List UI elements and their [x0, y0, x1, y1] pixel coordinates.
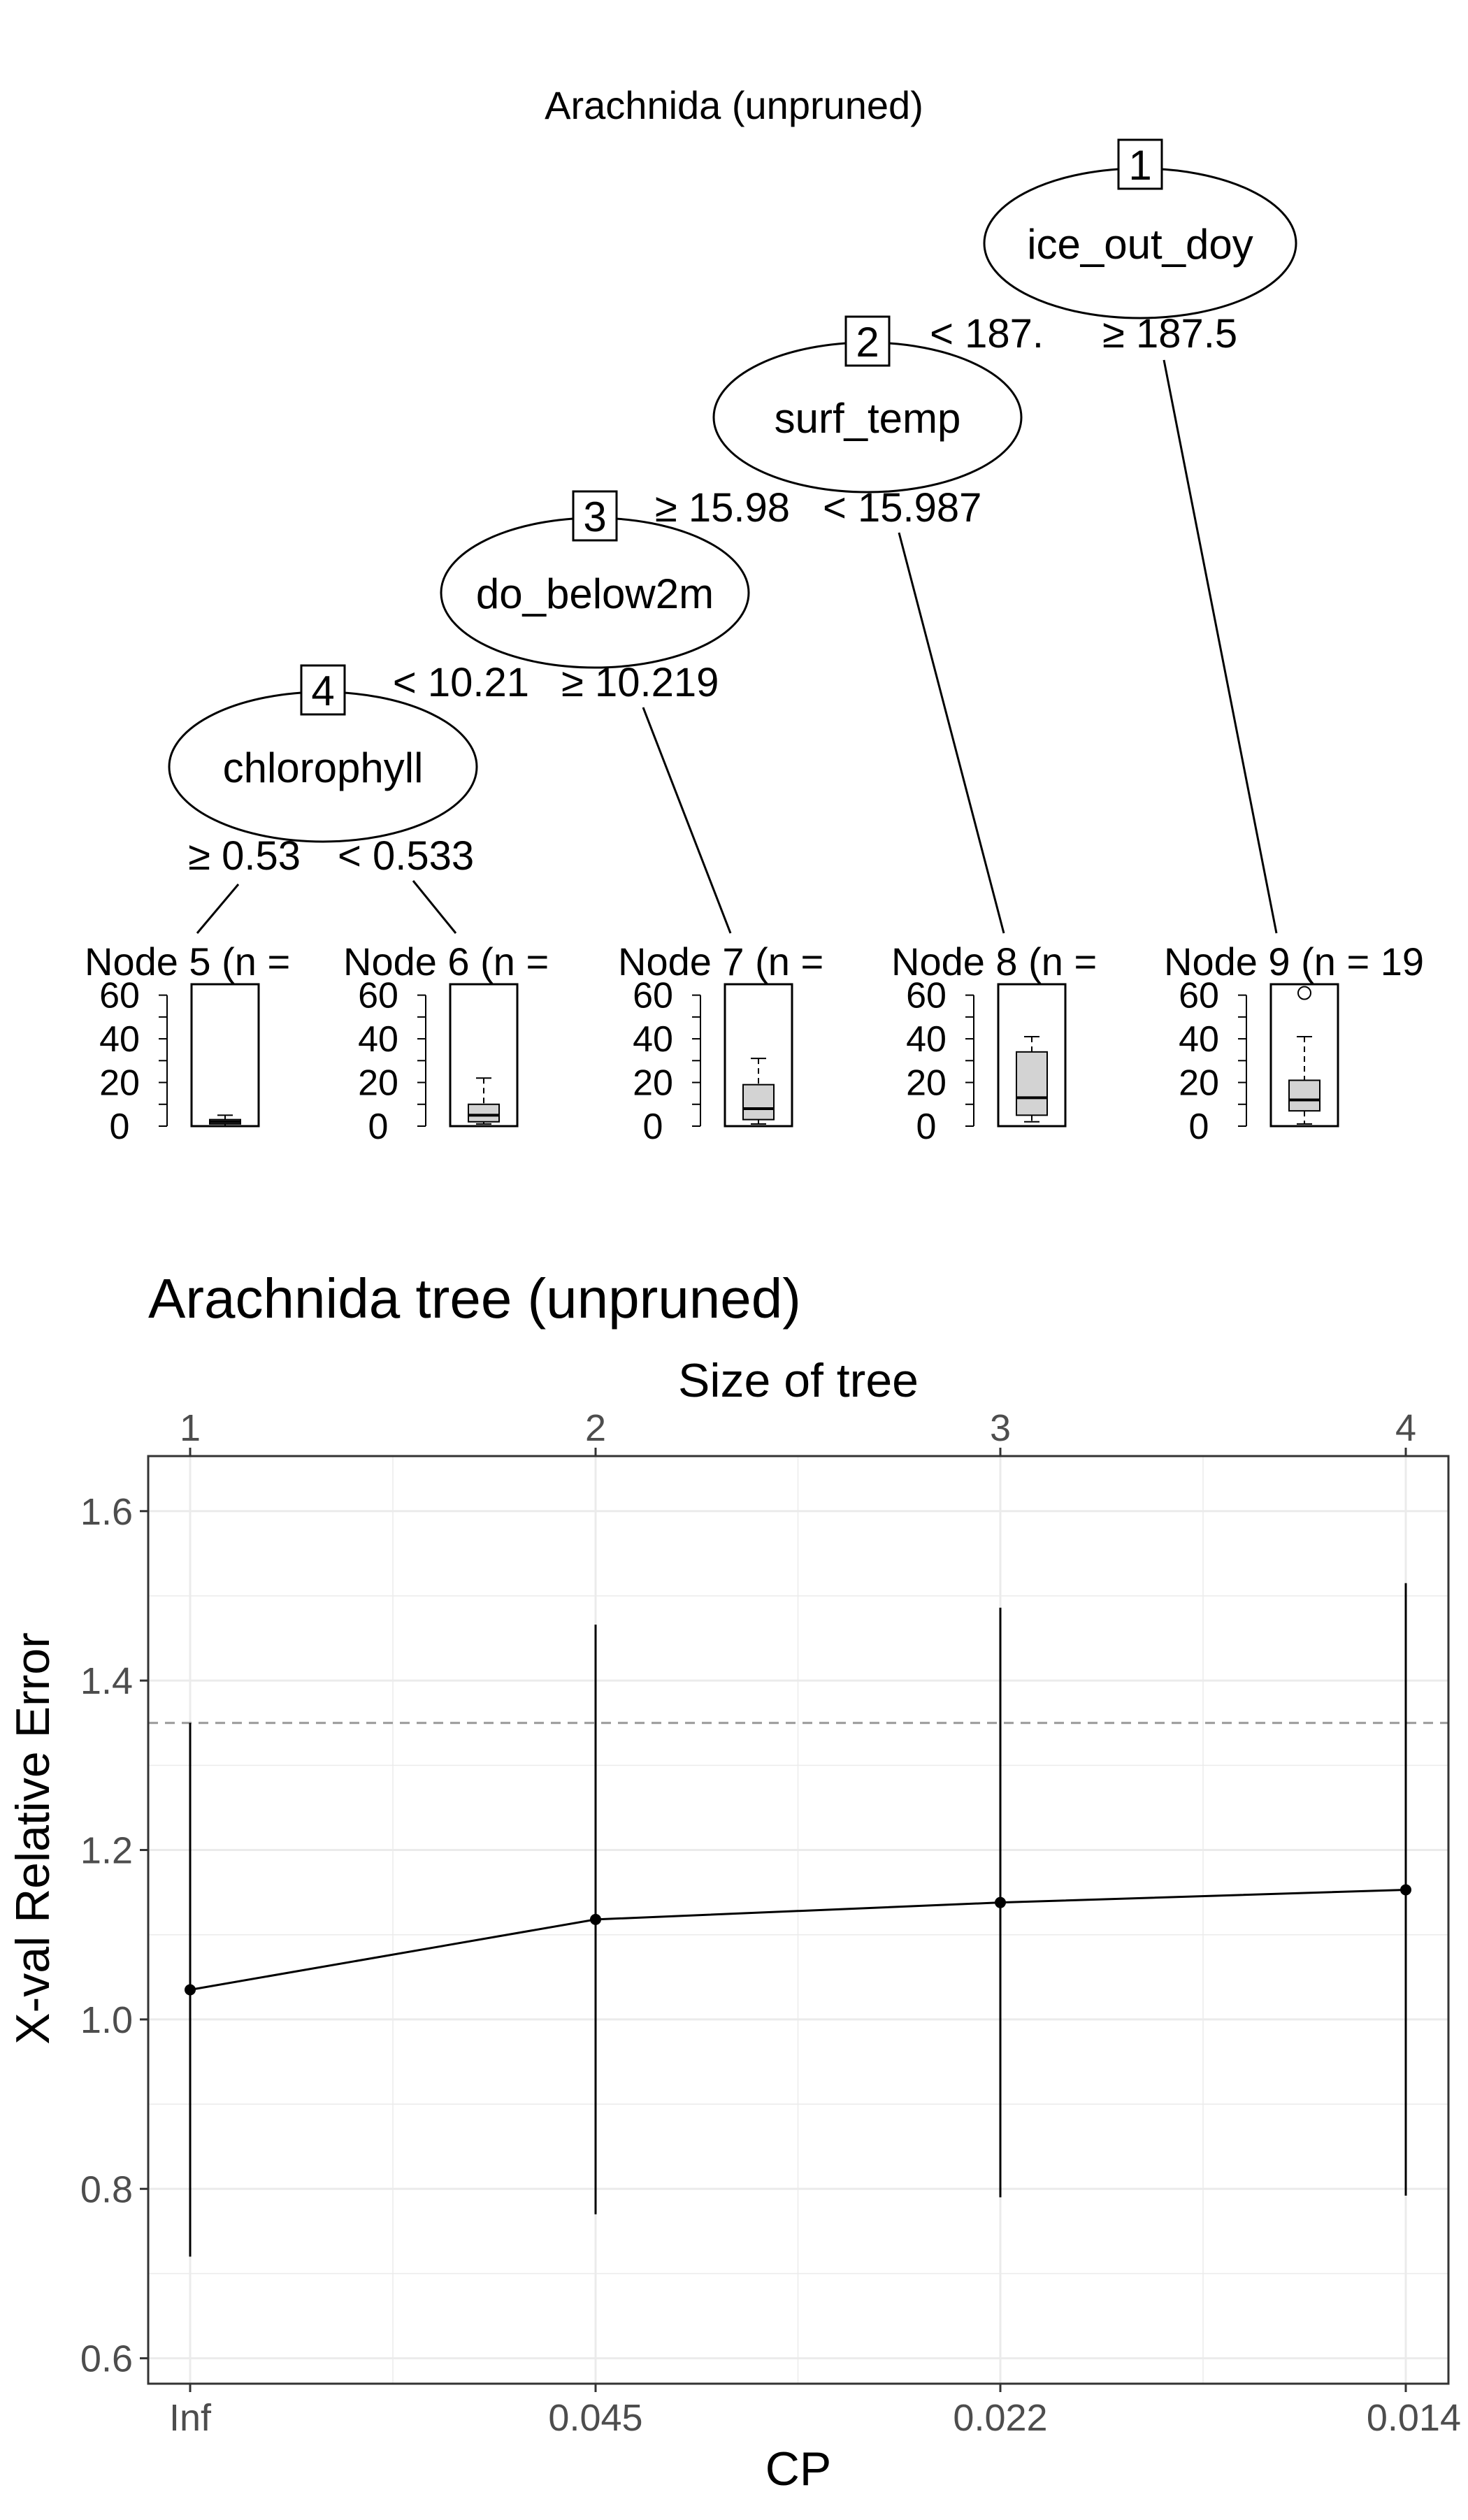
boxplot-y-tick-label: 0 — [1189, 1107, 1209, 1147]
boxplot-y-tick-label: 0 — [110, 1107, 130, 1147]
boxplot-panel — [190, 983, 260, 1128]
split-1-right: ≥ 187.5 — [1102, 311, 1237, 357]
boxplot-y-tick-label: 20 — [1179, 1063, 1219, 1104]
xerror-point — [185, 1984, 196, 1996]
cp-plot: Arachnida tree (unpruned) Size of tree 0… — [6, 1267, 1461, 2496]
node-id-2: 2 — [856, 319, 879, 366]
boxplot-y-tick-label: 60 — [1179, 976, 1219, 1016]
terminal-label: Node 6 (n = — [343, 939, 549, 984]
xerror-point — [590, 1913, 601, 1925]
top-axis-title: Size of tree — [678, 1354, 919, 1407]
split-1-left: < 187. — [930, 311, 1044, 357]
boxplot-y-tick-label: 20 — [99, 1063, 140, 1104]
node-label-3: do_below2m — [476, 570, 714, 617]
x-tick-label: 0.045 — [548, 2397, 642, 2439]
split-3-left: < 10.21 — [393, 660, 529, 705]
size-tick-label: 3 — [990, 1407, 1011, 1449]
boxplot-y-tick-label: 40 — [633, 1019, 673, 1060]
node-label-4: chlorophyll — [223, 744, 424, 791]
terminal-label: Node 7 (n = — [618, 939, 823, 984]
boxplot-y-tick-label: 0 — [368, 1107, 389, 1147]
tree-node-1: 1 ice_out_doy < 187. ≥ 187.5 — [930, 138, 1297, 357]
y-tick-label: 1.6 — [80, 1491, 133, 1533]
y-tick-label: 1.4 — [80, 1660, 133, 1702]
xerror-line — [189, 1888, 1406, 1991]
split-4-left: ≥ 0.53 — [188, 833, 301, 879]
cp-panel: 0.6 0.8 1.0 1.2 1.4 1.6 Inf 0.045 0.022 0.014 1 2 3 4 — [80, 1407, 1461, 2439]
node-label-2: surf_temp — [775, 395, 961, 442]
node-id-1: 1 — [1128, 142, 1151, 189]
plot-border — [147, 1455, 1450, 2385]
tree-title: Arachnida (unpruned) — [545, 83, 923, 127]
split-2-left: ≥ 15.98 — [655, 485, 790, 531]
node-label-1: ice_out_doy — [1027, 221, 1253, 268]
terminal-label: Node 8 (n = — [891, 939, 1097, 984]
y-axis-title: X-val Relative Error — [6, 1632, 59, 2045]
y-tick-label: 0.8 — [80, 2168, 133, 2210]
size-tick-label: 4 — [1395, 1407, 1416, 1449]
edge-1-node9 — [1163, 359, 1278, 934]
y-tick-label: 1.0 — [80, 1999, 133, 2041]
x-tick-label: 0.014 — [1367, 2397, 1461, 2439]
y-tick-label: 0.6 — [80, 2338, 133, 2380]
x-tick-label: Inf — [169, 2397, 212, 2439]
boxplot-box — [1016, 1051, 1048, 1116]
boxplot-y-tick-label: 40 — [1179, 1019, 1219, 1060]
y-tick-label: 1.2 — [80, 1830, 133, 1872]
edge-4-node5 — [196, 884, 240, 934]
xerror-point — [1400, 1884, 1411, 1896]
boxplot-y-tick-label: 40 — [99, 1019, 140, 1060]
boxplot-y-tick-label: 0 — [643, 1107, 663, 1147]
edge-3-node7 — [642, 707, 732, 934]
split-4-right: < 0.533 — [338, 833, 474, 879]
tree-node-3: 3 do_below2m < 10.21 ≥ 10.219 — [393, 490, 750, 705]
tree-node-2: 2 surf_temp ≥ 15.98 < 15.987 — [655, 315, 1023, 531]
split-3-right: ≥ 10.219 — [561, 660, 719, 705]
size-tick-label: 1 — [180, 1407, 201, 1449]
boxplot-y-tick-label: 40 — [906, 1019, 947, 1060]
boxplot-y-tick-label: 20 — [358, 1063, 398, 1104]
split-2-right: < 15.987 — [823, 485, 981, 531]
boxplot-y-tick-label: 60 — [906, 976, 947, 1016]
size-tick-label: 2 — [585, 1407, 606, 1449]
boxplot-y-tick-label: 20 — [633, 1063, 673, 1104]
edge-4-node6 — [412, 880, 457, 934]
xerror-point — [995, 1896, 1006, 1908]
boxplot-y-tick-label: 60 — [633, 976, 673, 1016]
terminal-label: Node 9 (n = 19 — [1164, 939, 1424, 984]
node-id-3: 3 — [583, 494, 606, 540]
x-axis-title: CP — [765, 2442, 831, 2496]
boxplot-y-tick-label: 60 — [358, 976, 398, 1016]
tree-edges — [196, 359, 1278, 934]
boxplot-box — [742, 1083, 775, 1121]
tree-node-4: 4 chlorophyll ≥ 0.53 < 0.533 — [168, 664, 478, 879]
edge-2-node8 — [898, 532, 1005, 934]
x-tick-label: 0.022 — [953, 2397, 1047, 2439]
boxplot-y-tick-label: 20 — [906, 1063, 947, 1104]
boxplot-box — [468, 1103, 500, 1123]
terminal-label: Node 5 (n = — [85, 939, 290, 984]
cp-plot-title: Arachnida tree (unpruned) — [148, 1267, 801, 1330]
boxplot-y-tick-label: 0 — [916, 1107, 937, 1147]
boxplot-box — [1288, 1079, 1321, 1112]
boxplot-outlier — [1297, 986, 1311, 1000]
boxplot-y-tick-label: 60 — [99, 976, 140, 1016]
node-id-4: 4 — [311, 668, 334, 714]
tree-panel: Arachnida (unpruned) 1 ice_out_doy < 187… — [85, 83, 1424, 1147]
boxplot-y-tick-label: 40 — [358, 1019, 398, 1060]
